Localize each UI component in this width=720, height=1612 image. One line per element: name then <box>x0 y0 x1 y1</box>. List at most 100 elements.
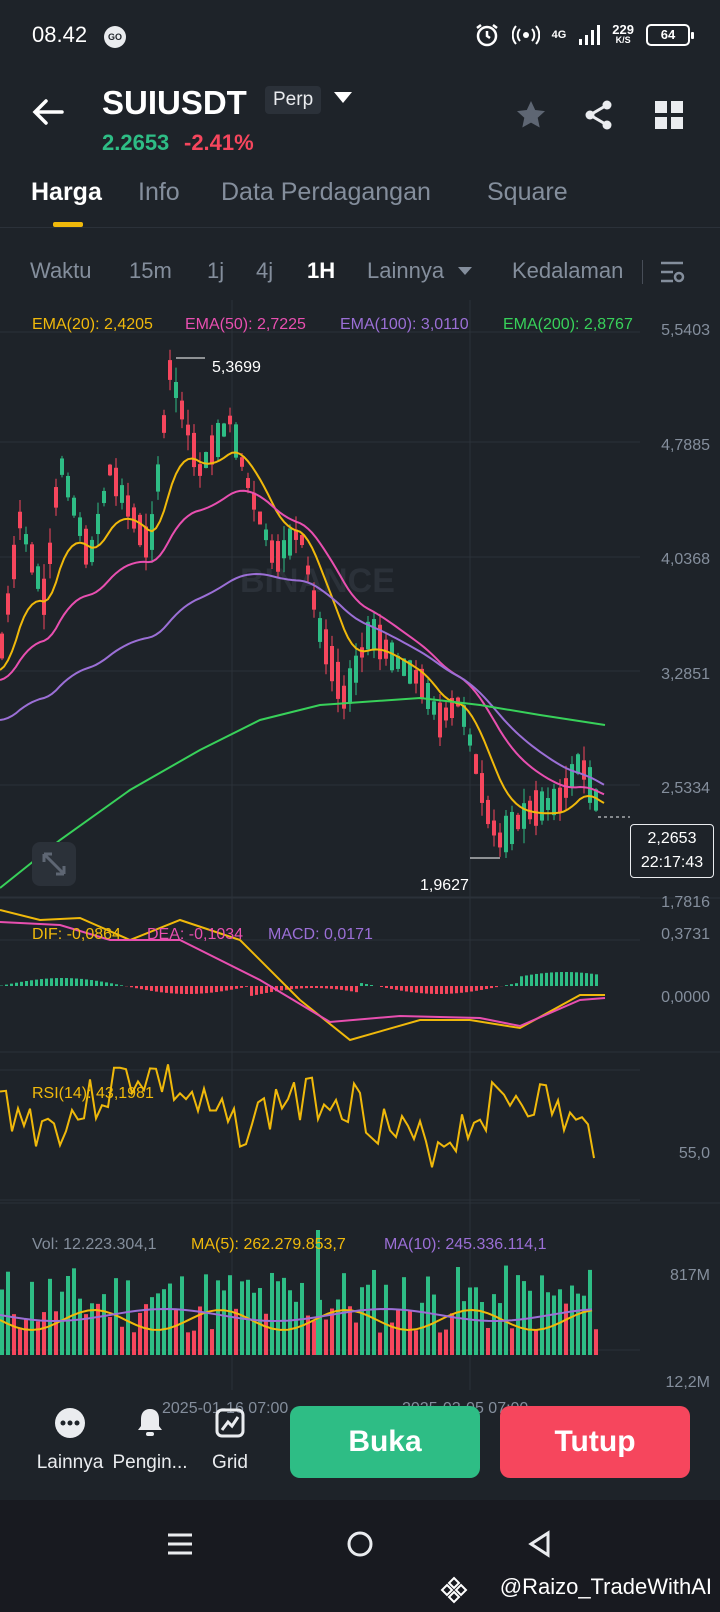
depth-tab[interactable]: Kedalaman <box>512 258 624 283</box>
macd-bar <box>15 982 18 986</box>
macd-bar <box>545 972 548 986</box>
candle-body <box>420 668 424 700</box>
macd-bar <box>460 986 463 993</box>
volume-bar <box>12 1314 16 1355</box>
candle-body <box>66 475 70 498</box>
interval-15m[interactable]: 15m <box>129 258 172 283</box>
candle-body <box>516 814 520 830</box>
chart-settings-icon[interactable] <box>658 258 686 286</box>
volume-bar <box>48 1278 52 1355</box>
volume-bar <box>132 1332 136 1355</box>
volume-bar <box>60 1291 64 1355</box>
pair-symbol[interactable]: SUIUSDT <box>102 84 247 121</box>
volume-bar <box>234 1308 238 1355</box>
macd-bar <box>385 986 388 988</box>
expand-icon <box>42 852 66 876</box>
interval-more[interactable]: Lainnya <box>367 258 445 283</box>
volume-bar <box>78 1298 82 1355</box>
volume-bar <box>198 1306 202 1355</box>
macd-bar <box>445 986 448 994</box>
macd-bar <box>130 986 133 988</box>
macd-bar <box>465 986 468 993</box>
tab-data-perdagangan[interactable]: Data Perdagangan <box>221 178 431 206</box>
bell-icon <box>138 1409 162 1436</box>
macd-bar <box>390 986 393 989</box>
macd-bar <box>250 986 253 996</box>
interval-time[interactable]: Waktu <box>30 258 92 283</box>
volume-legend: Vol: 12.223.304,1 <box>32 1236 157 1253</box>
pair-dropdown-icon[interactable] <box>334 92 352 103</box>
candle-body <box>558 787 562 813</box>
close-position-button[interactable]: Tutup <box>500 1406 690 1478</box>
macd-bar <box>110 983 113 986</box>
macd-bar <box>160 986 163 993</box>
candle-body <box>30 544 34 573</box>
low-annotation: 1,9627 <box>420 877 469 894</box>
candle-body <box>54 487 58 508</box>
status-time: 08.42 <box>32 22 88 47</box>
open-position-button[interactable]: Buka <box>290 1406 480 1478</box>
chart-grid <box>0 300 720 1390</box>
share-icon[interactable] <box>582 98 616 132</box>
interval-4j[interactable]: 4j <box>256 258 274 283</box>
status-bar: 08.42 GO 4G 229 K/S 64 <box>0 0 720 72</box>
tab-square[interactable]: Square <box>487 178 568 206</box>
back-nav-icon[interactable] <box>526 1530 554 1558</box>
candle-body <box>486 799 490 825</box>
network-speed: 229 K/S <box>612 22 634 45</box>
candle-body <box>342 685 346 709</box>
volume-bar <box>492 1294 496 1355</box>
back-arrow-icon[interactable] <box>30 94 66 130</box>
grid-menu-icon[interactable] <box>652 98 686 132</box>
macd-bar <box>175 986 178 994</box>
volume-bar <box>42 1312 46 1355</box>
macd-bar <box>480 986 483 990</box>
recent-apps-icon[interactable] <box>166 1530 194 1558</box>
candle-body <box>438 702 442 738</box>
volume-bar <box>462 1301 466 1355</box>
macd-bar <box>150 986 153 991</box>
fullscreen-button[interactable] <box>32 842 76 886</box>
volume-bar <box>384 1284 388 1355</box>
ema200-line <box>0 696 606 889</box>
volume-bar <box>210 1329 214 1355</box>
interval-1j[interactable]: 1j <box>207 258 225 283</box>
tab-harga[interactable]: Harga <box>31 178 102 206</box>
rsi-legend: RSI(14): 43,1981 <box>32 1085 154 1102</box>
macd-bar <box>90 980 93 986</box>
volume-bar <box>258 1288 262 1355</box>
candlesticks <box>0 349 630 859</box>
macd-bar <box>195 986 198 994</box>
price-axis-label: 4,7885 <box>661 437 710 454</box>
ema20-line <box>0 451 605 815</box>
candle-body <box>126 495 130 517</box>
macd-bar <box>220 986 223 992</box>
candle-body <box>498 832 502 848</box>
home-icon[interactable] <box>346 1530 374 1558</box>
candle-body <box>258 511 262 525</box>
macd-bar <box>295 986 298 989</box>
macd-bar <box>190 986 193 994</box>
macd-bar <box>370 985 373 986</box>
macd-bar <box>30 980 33 986</box>
star-icon[interactable] <box>514 98 548 132</box>
candle-body <box>552 788 556 816</box>
rsi-axis: 55,0 <box>678 1145 710 1162</box>
candle-body <box>198 464 202 476</box>
perp-badge: Perp <box>265 86 322 114</box>
macd-bar <box>260 986 263 994</box>
grid-button[interactable]: Grid <box>200 1406 260 1474</box>
volume-bar <box>24 1319 28 1355</box>
volume-bar <box>288 1290 292 1355</box>
price-axis-label: 5,5403 <box>661 322 710 339</box>
macd-bar <box>315 986 318 989</box>
alerts-button[interactable]: Pengin... <box>110 1406 190 1474</box>
price-axis-label: 1,7816 <box>661 894 710 911</box>
interval-1h[interactable]: 1H <box>307 258 336 283</box>
macd-bar <box>270 986 273 993</box>
tab-info[interactable]: Info <box>138 178 180 206</box>
candle-body <box>120 485 124 503</box>
more-button[interactable]: Lainnya <box>34 1406 106 1474</box>
volume-bar <box>66 1275 70 1355</box>
price-chart[interactable]: BINANCE <box>0 300 720 1400</box>
